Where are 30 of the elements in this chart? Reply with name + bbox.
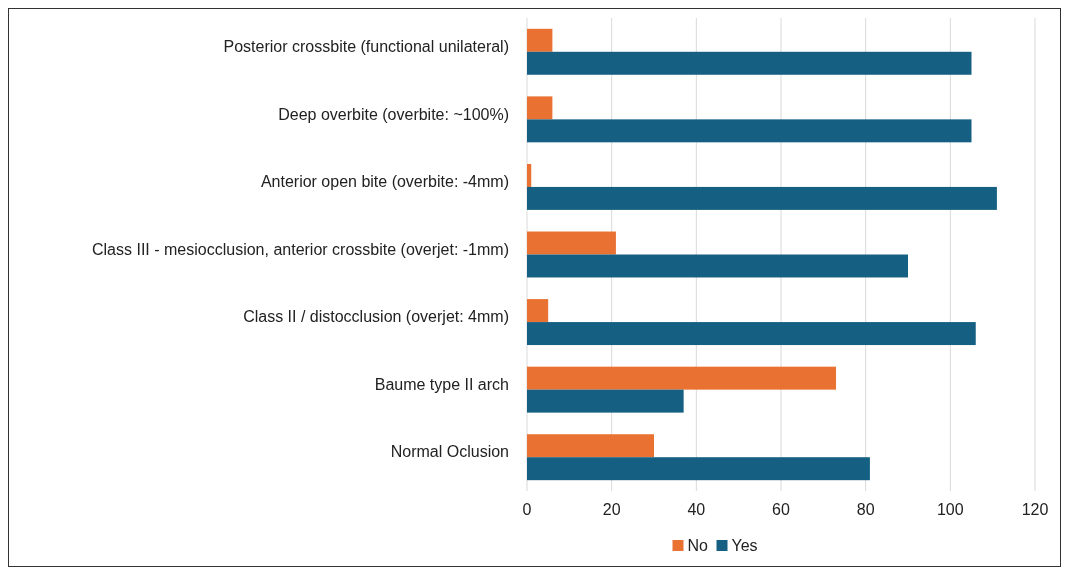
- x-tick-label: 40: [687, 501, 706, 518]
- bar: [527, 434, 654, 458]
- x-tick-label: 100: [936, 501, 964, 518]
- y-tick-label: Posterior crossbite (functional unilateral): [223, 38, 509, 56]
- bar: [527, 322, 976, 346]
- x-tick-label: 20: [602, 501, 621, 518]
- bar: [527, 299, 549, 323]
- bar: [527, 51, 972, 75]
- bar: [527, 366, 837, 390]
- y-tick-label: Class II / distocclusion (overjet: 4mm): [243, 308, 509, 326]
- bar: [527, 231, 616, 255]
- bar: [527, 389, 684, 413]
- bar: [527, 28, 553, 52]
- x-tick-label: 120: [1021, 501, 1049, 518]
- y-tick-label: Class III - mesiocclusion, anterior crossbite (overjet: -1mm): [92, 240, 509, 258]
- y-tick-label: Baume type II arch: [374, 375, 509, 393]
- y-tick-label: Deep overbite (overbite: ~100%): [278, 105, 509, 123]
- y-tick-label: Anterior open bite (overbite: -4mm): [260, 173, 509, 191]
- legend-label: Yes: [731, 537, 758, 554]
- y-tick-label: Normal Oclusion: [390, 443, 509, 461]
- bar: [527, 254, 908, 278]
- bar: [527, 119, 972, 143]
- bar: [527, 457, 870, 481]
- bar: [527, 163, 532, 187]
- legend-label: No: [687, 537, 709, 554]
- x-tick-label: 60: [772, 501, 790, 518]
- x-tick-label: 0: [522, 501, 532, 518]
- bar: [527, 186, 997, 210]
- bar: [527, 96, 553, 120]
- x-tick-label: 80: [856, 501, 875, 518]
